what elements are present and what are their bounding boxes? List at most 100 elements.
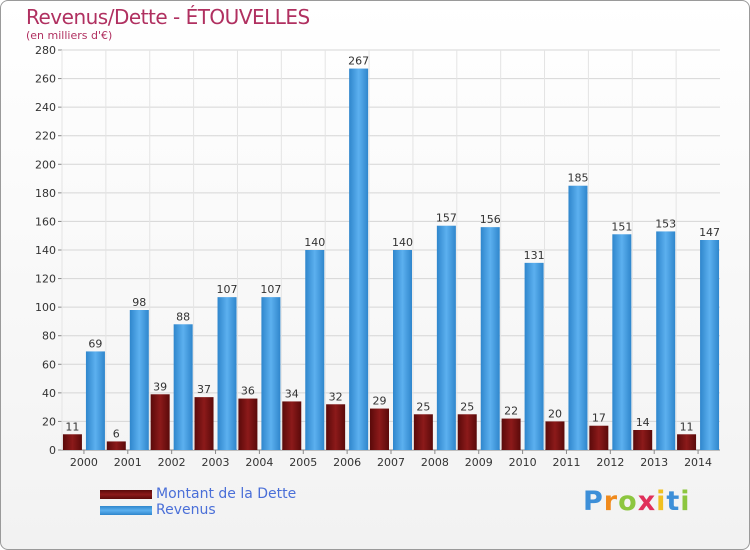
bar-revenue [480,227,500,450]
y-tick-label: 140 [35,244,56,257]
bar-debt [633,430,653,450]
data-label-revenue: 267 [348,55,369,68]
y-tick-label: 200 [35,158,56,171]
y-tick-label: 100 [35,301,56,314]
bar-revenue [261,297,281,450]
bar-debt [677,434,697,450]
x-tick-label: 2012 [596,456,624,469]
legend-item-revenue: Revenus [100,502,296,518]
data-label-debt: 14 [636,416,650,429]
legend-item-debt: Montant de la Dette [100,486,296,502]
data-label-debt: 34 [285,387,299,400]
chart-title: Revenus/Dette - ÉTOUVELLES [26,5,310,29]
x-tick-label: 2004 [245,456,273,469]
logo-letter: P [583,486,604,517]
bar-debt [589,425,609,450]
data-label-revenue: 151 [611,220,632,233]
chart-subtitle: (en milliers d'€) [26,29,113,42]
data-label-debt: 37 [197,383,211,396]
y-tick-label: 120 [35,273,56,286]
y-tick-label: 40 [42,387,56,400]
data-label-revenue: 88 [176,310,190,323]
bar-revenue [129,310,149,450]
y-tick-label: 220 [35,130,56,143]
bar-debt [326,404,346,450]
bar-revenue [568,185,588,450]
data-label-debt: 32 [329,390,343,403]
bar-revenue [305,250,325,450]
bar-revenue [700,240,720,450]
x-tick-label: 2009 [465,456,493,469]
data-label-debt: 39 [153,380,167,393]
data-label-revenue: 107 [260,283,281,296]
data-label-revenue: 140 [304,236,325,249]
bar-revenue [173,324,193,450]
x-tick-label: 2014 [684,456,712,469]
bars [62,68,720,451]
labels: 0204060801001201401601802002202402602801… [35,44,720,469]
x-tick-label: 2007 [377,456,405,469]
bar-debt [457,414,477,450]
data-label-debt: 25 [416,400,430,413]
logo-letter: i [656,486,667,517]
data-label-debt: 29 [373,395,387,408]
y-tick-label: 0 [49,444,56,457]
data-label-debt: 36 [241,385,255,398]
bar-revenue [612,234,632,450]
data-label-debt: 6 [113,427,120,440]
x-tick-label: 2002 [158,456,186,469]
logo-letter: r [603,486,619,517]
x-tick-label: 2001 [114,456,142,469]
grid [58,49,720,454]
data-label-debt: 11 [680,420,694,433]
data-label-revenue: 147 [699,226,720,239]
bar-debt [194,397,214,450]
data-label-debt: 17 [592,412,606,425]
x-tick-label: 2010 [509,456,537,469]
bar-debt [501,418,521,450]
x-tick-label: 2011 [552,456,580,469]
data-label-debt: 20 [548,407,562,420]
y-tick-label: 80 [42,330,56,343]
proxiti-logo: Proxiti [583,486,691,517]
bar-debt [106,441,126,450]
y-tick-label: 20 [42,415,56,428]
data-label-revenue: 98 [132,296,146,309]
x-tick-label: 2008 [421,456,449,469]
bar-revenue [524,262,544,450]
legend-swatch-revenue [100,505,152,515]
data-label-debt: 25 [460,400,474,413]
legend: Montant de la Dette Revenus [100,486,296,518]
data-label-revenue: 131 [524,249,545,262]
data-label-revenue: 157 [436,212,457,225]
logo-letter: i [680,486,691,517]
bar-revenue [656,231,676,450]
y-tick-label: 180 [35,187,56,200]
data-label-revenue: 69 [88,337,102,350]
x-tick-label: 2006 [333,456,361,469]
bar-revenue [217,297,237,450]
y-tick-label: 280 [35,44,56,57]
bar-revenue [436,225,456,450]
legend-label-revenue: Revenus [156,502,216,518]
bar-revenue [85,351,105,450]
data-label-revenue: 185 [567,172,588,185]
bar-debt [238,398,258,450]
logo-letter: t [666,486,681,517]
bar-debt [545,421,565,450]
logo-letter: o [618,486,638,517]
bar-debt [62,434,82,450]
x-tick-label: 2000 [70,456,98,469]
bar-debt [413,414,433,450]
bar-debt [150,394,170,450]
x-tick-label: 2003 [202,456,230,469]
x-tick-label: 2013 [640,456,668,469]
logo-letter: x [637,486,657,517]
data-label-revenue: 107 [217,283,238,296]
bar-debt [282,401,302,450]
data-label-revenue: 156 [480,213,501,226]
y-tick-label: 160 [35,215,56,228]
legend-label-debt: Montant de la Dette [156,486,297,502]
bar-revenue [349,68,369,451]
